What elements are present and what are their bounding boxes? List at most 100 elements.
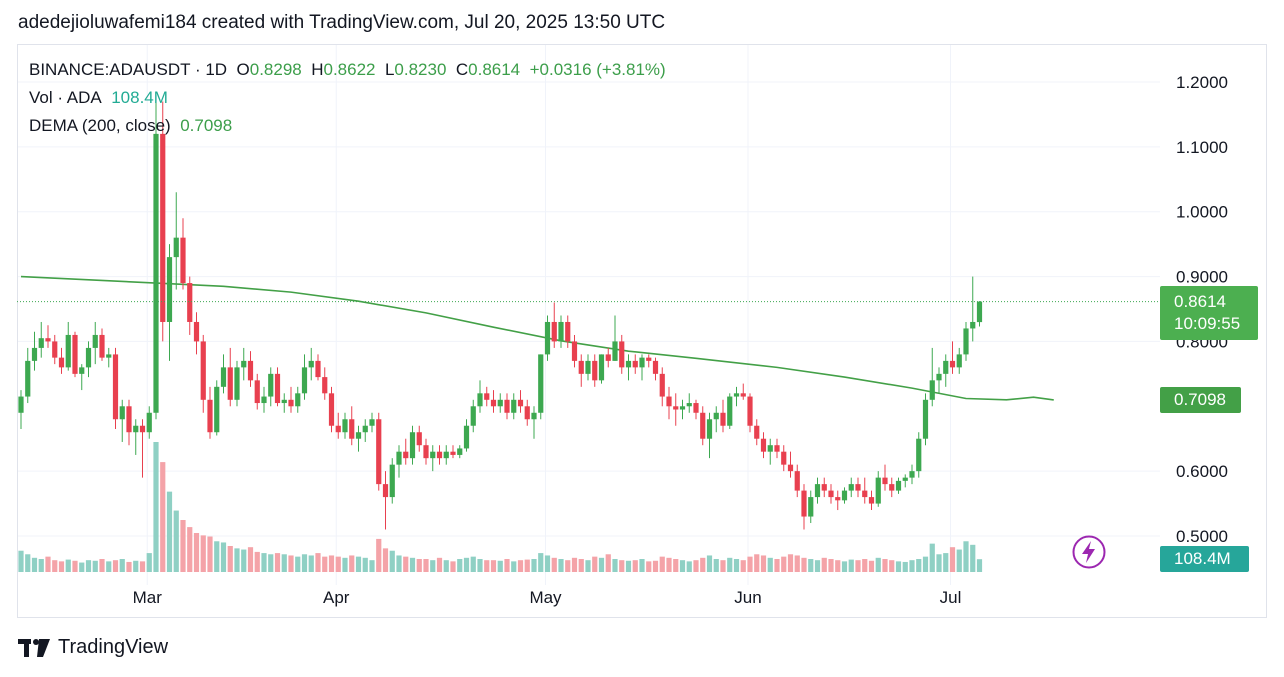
candle-body bbox=[355, 432, 362, 439]
candle-body bbox=[106, 354, 112, 358]
volume-bar bbox=[605, 554, 611, 572]
volume-bar bbox=[544, 555, 551, 572]
candle-body bbox=[52, 341, 58, 358]
volume-bar bbox=[673, 559, 679, 572]
volume-bar bbox=[349, 555, 355, 572]
candle-body bbox=[862, 490, 868, 498]
candle-body bbox=[612, 341, 618, 361]
volume-bar bbox=[646, 561, 652, 572]
volume-bar bbox=[45, 556, 51, 572]
candle-body bbox=[187, 283, 193, 322]
volume-bar bbox=[207, 536, 213, 572]
volume-bar bbox=[112, 560, 119, 572]
attribution-text: adedejioluwafemi184 created with Trading… bbox=[18, 12, 666, 33]
candle-body bbox=[99, 334, 105, 358]
candle-body bbox=[882, 477, 888, 485]
volume-bar bbox=[639, 559, 645, 572]
candle-body bbox=[335, 425, 341, 433]
volume-bar bbox=[882, 559, 888, 572]
volume-bar bbox=[65, 559, 71, 572]
candle-body bbox=[328, 393, 335, 426]
candle-body bbox=[808, 497, 814, 517]
volume-bar bbox=[315, 553, 321, 572]
candle-body bbox=[322, 377, 328, 394]
volume-bar bbox=[652, 560, 659, 572]
volume-bar bbox=[740, 560, 746, 572]
candle-body bbox=[558, 321, 564, 342]
candle-body bbox=[200, 341, 206, 400]
candle-body bbox=[65, 334, 71, 368]
volume-bar bbox=[376, 538, 382, 572]
volume-bar bbox=[592, 556, 598, 572]
candle-body bbox=[301, 367, 308, 394]
volume-bar bbox=[841, 561, 848, 572]
candle-body bbox=[605, 354, 611, 361]
volume-bar bbox=[686, 561, 692, 572]
volume-bar bbox=[922, 556, 929, 572]
candle-body bbox=[85, 347, 92, 368]
legend-dema-row[interactable]: DEMA (200, close) 0.7098 bbox=[29, 116, 232, 136]
volume-bar bbox=[787, 554, 794, 572]
volume-bar bbox=[949, 547, 956, 572]
candle-body bbox=[119, 406, 125, 420]
volume-bar bbox=[760, 555, 767, 572]
volume-bar bbox=[227, 546, 233, 572]
x-tick-label: May bbox=[529, 588, 562, 607]
candle-body bbox=[315, 360, 321, 378]
candles bbox=[18, 94, 983, 530]
candle-body bbox=[720, 412, 726, 426]
candle-body bbox=[639, 357, 645, 368]
volume-bar bbox=[153, 442, 159, 572]
candle-body bbox=[477, 393, 483, 407]
volume-bar bbox=[612, 559, 618, 572]
volume-bar bbox=[79, 562, 85, 572]
y-tick-label: 1.1000 bbox=[1176, 138, 1228, 157]
candle-body bbox=[673, 406, 679, 410]
candle-body bbox=[848, 484, 854, 491]
candle-body bbox=[835, 497, 841, 501]
volume-bar bbox=[477, 559, 483, 572]
symbol-label[interactable]: BINANCE:ADAUSDT · 1D bbox=[29, 60, 228, 79]
volume-bar bbox=[436, 557, 443, 572]
candle-body bbox=[821, 484, 827, 491]
volume-bar bbox=[382, 548, 389, 572]
candle-body bbox=[855, 484, 861, 491]
x-tick-label: Jul bbox=[940, 588, 962, 607]
volume-bar bbox=[214, 541, 220, 572]
volume-bar bbox=[943, 553, 949, 572]
candle-body bbox=[828, 490, 834, 498]
candle-body bbox=[902, 477, 908, 481]
lightning-icon[interactable] bbox=[1072, 535, 1106, 569]
volume-bar bbox=[916, 559, 922, 572]
volume-bar bbox=[693, 560, 699, 572]
candle-body bbox=[497, 399, 503, 407]
volume-bar bbox=[403, 556, 409, 572]
volume-bars bbox=[18, 442, 983, 572]
footer-logo[interactable]: TradingView bbox=[18, 636, 168, 659]
volume-bar bbox=[538, 553, 544, 572]
volume-bar bbox=[727, 557, 733, 572]
volume-bar bbox=[828, 559, 834, 572]
candle-body bbox=[970, 321, 976, 329]
candle-body bbox=[598, 354, 605, 381]
candle-body bbox=[214, 386, 220, 433]
candle-body bbox=[220, 367, 227, 387]
candle-body bbox=[166, 257, 173, 322]
candle-body bbox=[72, 334, 78, 374]
axis-labels: 1.20001.10001.00000.90000.80000.60000.50… bbox=[133, 73, 1228, 607]
candle-body bbox=[295, 393, 301, 407]
volume-bar bbox=[25, 554, 31, 572]
volume-bar bbox=[187, 527, 193, 572]
candle-body bbox=[625, 360, 632, 368]
legend-volume-row[interactable]: Vol · ADA 108.4M bbox=[29, 88, 168, 108]
volume-bar bbox=[295, 556, 301, 572]
volume-bar bbox=[700, 557, 706, 572]
candle-body bbox=[207, 399, 213, 433]
open-value: 0.8298 bbox=[249, 60, 302, 79]
candle-body bbox=[247, 360, 254, 381]
candle-body bbox=[457, 448, 463, 455]
last-price-value: 0.8614 bbox=[1174, 292, 1226, 311]
volume-bar bbox=[254, 551, 260, 572]
candle-body bbox=[227, 367, 233, 400]
